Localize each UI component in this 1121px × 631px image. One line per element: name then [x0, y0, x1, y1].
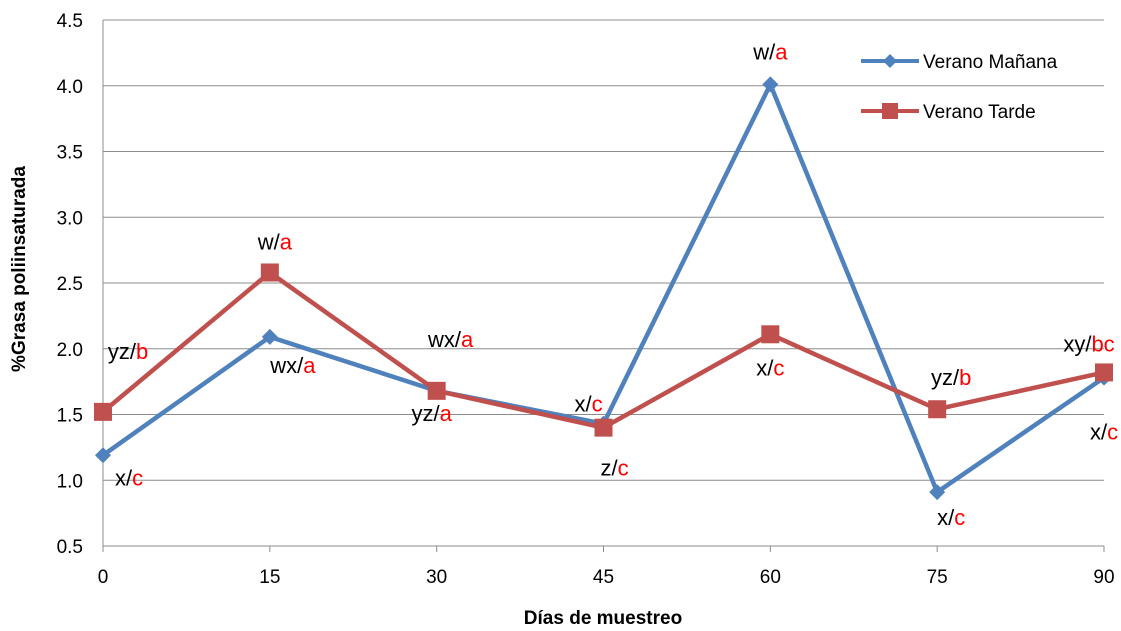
data-label-letter: c — [618, 456, 629, 481]
data-label-group: x/ — [756, 355, 774, 380]
data-label-group: xy/ — [1063, 331, 1092, 356]
y-tick-label: 2.0 — [57, 340, 83, 361]
data-label-group: yz/ — [108, 339, 137, 364]
data-point-square — [594, 418, 613, 437]
data-label-letter: b — [136, 339, 148, 364]
data-point-square — [260, 263, 279, 282]
data-label: x/c — [574, 392, 602, 417]
legend-item-verano-tarde: Verano Tarde — [861, 102, 1036, 123]
legend: Verano Mañana Verano Tarde — [861, 52, 1058, 123]
gridlines — [102, 19, 1104, 547]
data-label: yz/a — [411, 401, 452, 426]
x-tick-label: 45 — [593, 567, 614, 588]
data-label: yz/b — [108, 339, 148, 364]
data-label-letter: a — [461, 327, 474, 352]
x-axis-ticks: 0 15 30 45 60 75 90 — [98, 546, 1115, 588]
data-point-diamond — [261, 328, 278, 345]
y-axis-ticks: 0.5 1.0 1.5 2.0 2.5 3.0 3.5 4.0 4.5 — [57, 11, 83, 558]
series — [94, 76, 1113, 501]
series-verano-tarde — [94, 263, 1113, 437]
data-label-group: yz/ — [931, 365, 960, 390]
data-label: x/c — [1090, 420, 1118, 445]
data-point-diamond — [95, 447, 111, 464]
y-tick-label: 4.5 — [57, 11, 83, 32]
data-label-letter: c — [592, 392, 603, 417]
data-point-diamond — [762, 76, 779, 93]
data-label-group: yz/ — [411, 401, 440, 426]
legend-label: Verano Tarde — [923, 102, 1036, 123]
data-label-letter: c — [773, 355, 784, 380]
data-label: x/c — [115, 465, 143, 490]
data-point-square — [928, 400, 947, 419]
x-tick-label: 75 — [927, 567, 948, 588]
data-label: w/a — [752, 39, 788, 64]
data-label-letter: bc — [1091, 331, 1114, 356]
y-tick-label: 4.0 — [57, 77, 83, 98]
data-label-group: wx/ — [269, 353, 304, 378]
legend-square-marker — [882, 103, 898, 119]
data-label-group: wx/ — [427, 327, 462, 352]
x-axis-title: Días de muestreo — [524, 608, 682, 629]
legend-diamond-marker — [883, 54, 897, 68]
y-axis-title: %Grasa poliinsaturada — [9, 166, 30, 372]
data-label-group: w/ — [257, 229, 281, 254]
data-point-diamond — [929, 484, 946, 501]
legend-item-verano-manana: Verano Mañana — [861, 52, 1058, 73]
data-label-letter: a — [303, 353, 316, 378]
data-label-letter: a — [775, 39, 788, 64]
data-label-letter: b — [959, 365, 971, 390]
data-label-group: z/ — [600, 456, 618, 481]
y-tick-label: 0.5 — [57, 537, 83, 558]
x-tick-label: 15 — [259, 567, 280, 588]
x-tick-label: 0 — [98, 567, 109, 588]
data-label-group: x/ — [937, 505, 955, 530]
x-tick-label: 90 — [1093, 567, 1114, 588]
data-label-letter: c — [132, 465, 143, 490]
y-tick-label: 1.5 — [57, 406, 83, 427]
data-label-letter: a — [280, 229, 293, 254]
y-tick-label: 2.5 — [57, 274, 83, 295]
data-label: x/c — [756, 355, 784, 380]
x-tick-label: 60 — [760, 567, 781, 588]
y-tick-label: 3.0 — [57, 208, 83, 229]
data-label: w/a — [257, 229, 293, 254]
y-tick-label: 3.5 — [57, 143, 83, 164]
data-label: z/c — [600, 456, 628, 481]
data-label-letter: c — [1107, 420, 1118, 445]
data-label-letter: c — [954, 505, 965, 530]
data-labels: x/cwx/ayz/a x/cw/ax/cx/cyz/bw/awx/az/cx/c… — [108, 39, 1118, 530]
data-label: wx/a — [427, 327, 474, 352]
data-label-letter: a — [440, 401, 453, 426]
data-label-group: w/ — [752, 39, 776, 64]
data-label: wx/a — [269, 353, 316, 378]
data-label: xy/bc — [1063, 331, 1114, 356]
data-point-square — [94, 402, 112, 421]
data-point-square — [427, 381, 446, 400]
legend-label: Verano Mañana — [923, 52, 1058, 73]
y-tick-label: 1.0 — [57, 471, 83, 492]
data-label-group: x/ — [574, 392, 592, 417]
data-label-group: x/ — [115, 465, 133, 490]
data-label-group: x/ — [1090, 420, 1108, 445]
data-label: yz/b — [931, 365, 971, 390]
x-tick-label: 30 — [426, 567, 447, 588]
data-point-square — [1095, 363, 1113, 382]
data-point-square — [761, 325, 780, 344]
data-label: x/c — [937, 505, 965, 530]
